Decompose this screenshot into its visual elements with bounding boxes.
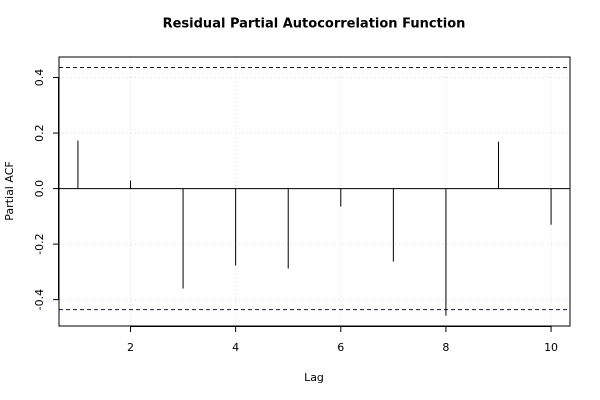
x-tick-label: 10 <box>544 341 558 354</box>
x-tick-label: 6 <box>337 341 344 354</box>
x-tick-label: 2 <box>127 341 134 354</box>
y-tick-label: -0.4 <box>33 289 46 310</box>
y-tick-label: 0.4 <box>33 69 46 87</box>
chart-title: Residual Partial Autocorrelation Functio… <box>163 17 466 32</box>
x-tick-label: 8 <box>442 341 449 354</box>
plot-frame <box>58 56 571 327</box>
y-tick-label: 0.2 <box>33 124 46 142</box>
x-tick-label: 4 <box>232 341 239 354</box>
y-tick-label: -0.2 <box>33 233 46 254</box>
y-axis-label: Partial ACF <box>3 161 16 220</box>
y-tick-label: 0.0 <box>33 180 46 198</box>
x-axis-label: Lag <box>304 371 324 384</box>
